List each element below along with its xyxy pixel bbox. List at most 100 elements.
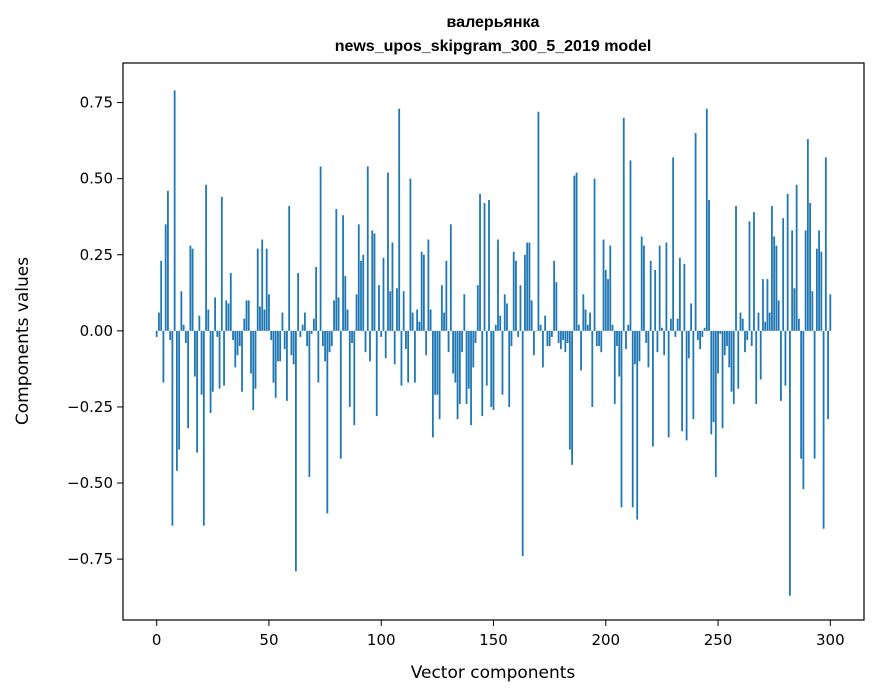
bar	[232, 330, 234, 340]
bar	[342, 215, 344, 331]
bar	[375, 330, 378, 417]
bar	[467, 330, 470, 389]
bar	[414, 330, 416, 383]
bar	[784, 330, 787, 386]
bar	[811, 291, 814, 331]
bar	[678, 257, 681, 331]
bar	[501, 330, 504, 395]
bar	[562, 330, 565, 340]
bar	[766, 279, 769, 331]
bar	[712, 330, 715, 423]
bar	[809, 203, 812, 331]
bar	[782, 218, 785, 331]
bar	[806, 139, 809, 331]
bar	[818, 230, 820, 331]
bar	[481, 330, 484, 417]
bar	[717, 330, 719, 374]
bar	[200, 330, 203, 395]
bar	[344, 276, 347, 331]
bar	[764, 321, 767, 331]
bar	[604, 269, 607, 331]
bar	[189, 245, 192, 331]
bar	[427, 239, 430, 331]
bar	[321, 330, 324, 347]
bar	[223, 330, 225, 386]
x-tick-label: 200	[591, 631, 620, 649]
y-tick-label: −0.50	[67, 474, 113, 492]
bar	[548, 330, 551, 347]
bar	[737, 330, 740, 389]
bar	[263, 309, 266, 331]
bar	[555, 282, 558, 331]
bar	[393, 330, 396, 365]
bar	[202, 330, 205, 526]
bar	[631, 330, 634, 508]
bar	[591, 330, 594, 407]
bar	[753, 212, 755, 331]
bar	[160, 260, 163, 331]
bar	[629, 160, 632, 331]
bar	[829, 294, 832, 331]
bar	[589, 312, 591, 331]
bar	[600, 330, 603, 353]
bar	[735, 206, 737, 331]
bar	[539, 324, 542, 331]
bar	[353, 330, 356, 426]
bar	[312, 318, 315, 331]
bar	[672, 157, 675, 331]
bar	[517, 330, 520, 337]
bar	[773, 236, 776, 331]
bar	[566, 330, 569, 344]
bar	[398, 108, 401, 331]
bar	[218, 330, 221, 389]
bar	[261, 239, 264, 331]
bar	[775, 245, 778, 331]
bar	[824, 157, 827, 331]
bar	[162, 330, 165, 383]
bar	[479, 193, 481, 331]
bar	[661, 327, 663, 331]
bar	[299, 330, 302, 337]
bar	[485, 330, 488, 386]
bar	[580, 330, 582, 371]
bar	[422, 254, 425, 331]
bar	[640, 236, 643, 331]
bar	[690, 303, 692, 331]
bar	[207, 309, 210, 331]
bar	[602, 239, 605, 331]
bar	[425, 330, 428, 356]
bar	[407, 330, 410, 383]
bar	[308, 330, 311, 477]
bar	[550, 330, 553, 337]
bar	[400, 330, 403, 386]
bar	[777, 300, 780, 331]
bar	[730, 330, 733, 392]
bar	[243, 318, 246, 331]
bar	[494, 324, 497, 331]
bar	[797, 318, 800, 331]
bar	[443, 312, 445, 331]
bar	[703, 327, 706, 331]
bar	[519, 285, 522, 331]
x-axis-ticks: 0 50 100 150 200 250 300	[152, 620, 845, 649]
bar	[445, 260, 448, 331]
bar	[158, 312, 160, 331]
bar	[187, 330, 190, 429]
bar	[452, 330, 454, 374]
bar	[411, 312, 414, 331]
bar	[234, 330, 237, 368]
bar	[373, 233, 376, 331]
bar	[449, 224, 452, 331]
bar	[458, 330, 461, 404]
bar	[454, 330, 457, 383]
bar	[595, 330, 598, 347]
bar	[209, 330, 212, 414]
bar	[227, 303, 230, 331]
bar	[272, 330, 275, 383]
bar	[173, 90, 176, 331]
bar	[726, 330, 728, 347]
bar	[440, 285, 443, 331]
bar	[739, 312, 742, 331]
bar	[638, 330, 641, 362]
bar	[510, 330, 513, 347]
